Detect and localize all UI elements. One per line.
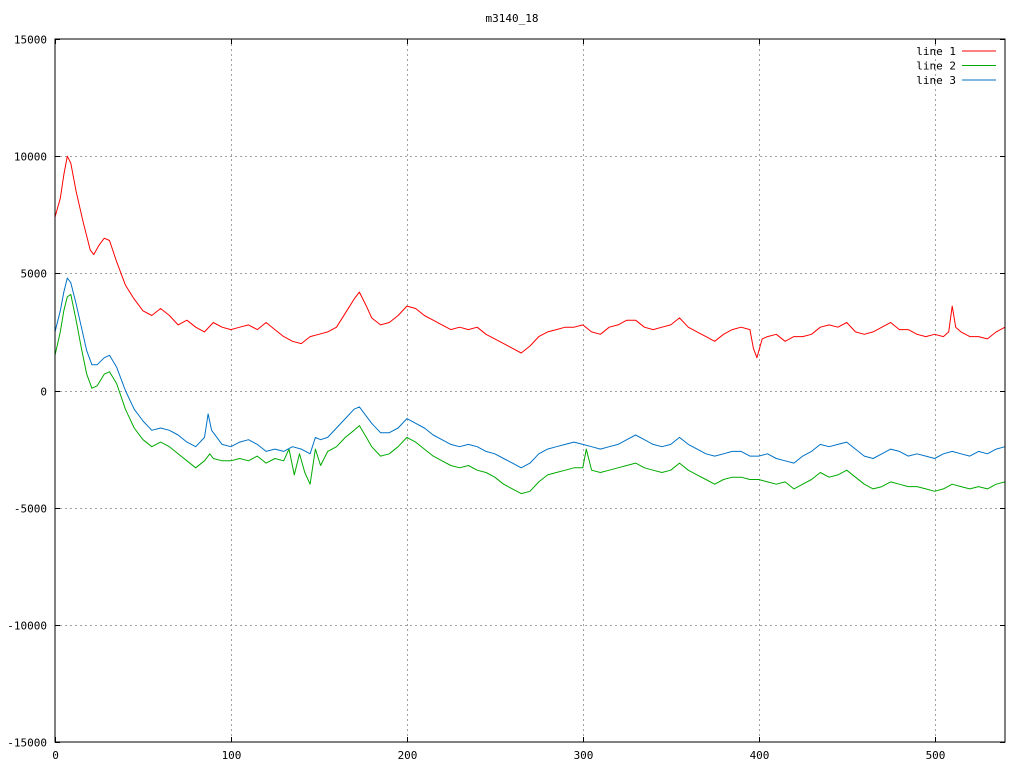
chart-title: m3140_18	[486, 12, 539, 25]
legend-label: line 1	[916, 45, 956, 58]
y-tick-label: 15000	[14, 34, 47, 47]
x-tick-label: 500	[926, 749, 946, 762]
y-tick-label: 0	[40, 386, 47, 399]
legend-label: line 3	[916, 74, 956, 87]
y-tick-label: 5000	[21, 268, 48, 281]
x-tick-label: 200	[398, 749, 418, 762]
series-line-1	[54, 155, 1006, 359]
x-tick-label: 400	[750, 749, 770, 762]
x-tick-label: 0	[52, 749, 59, 762]
y-tick-label: 10000	[14, 151, 47, 164]
axis-ticks: 0 100 200 300 400 500 -15000 -10000 -5000 0 5000 10…	[7, 34, 1005, 762]
series-line-2	[54, 293, 1006, 495]
y-tick-label: -5000	[14, 503, 47, 516]
y-tick-label: -15000	[7, 737, 47, 750]
legend-label: line 2	[916, 60, 956, 73]
plot-frame	[54, 38, 1006, 743]
series-line-3	[54, 277, 1006, 469]
grid-lines	[55, 39, 1005, 742]
y-tick-label: -10000	[7, 620, 47, 633]
x-tick-label: 300	[574, 749, 594, 762]
series-lines	[54, 155, 1006, 495]
x-tick-label: 100	[222, 749, 242, 762]
